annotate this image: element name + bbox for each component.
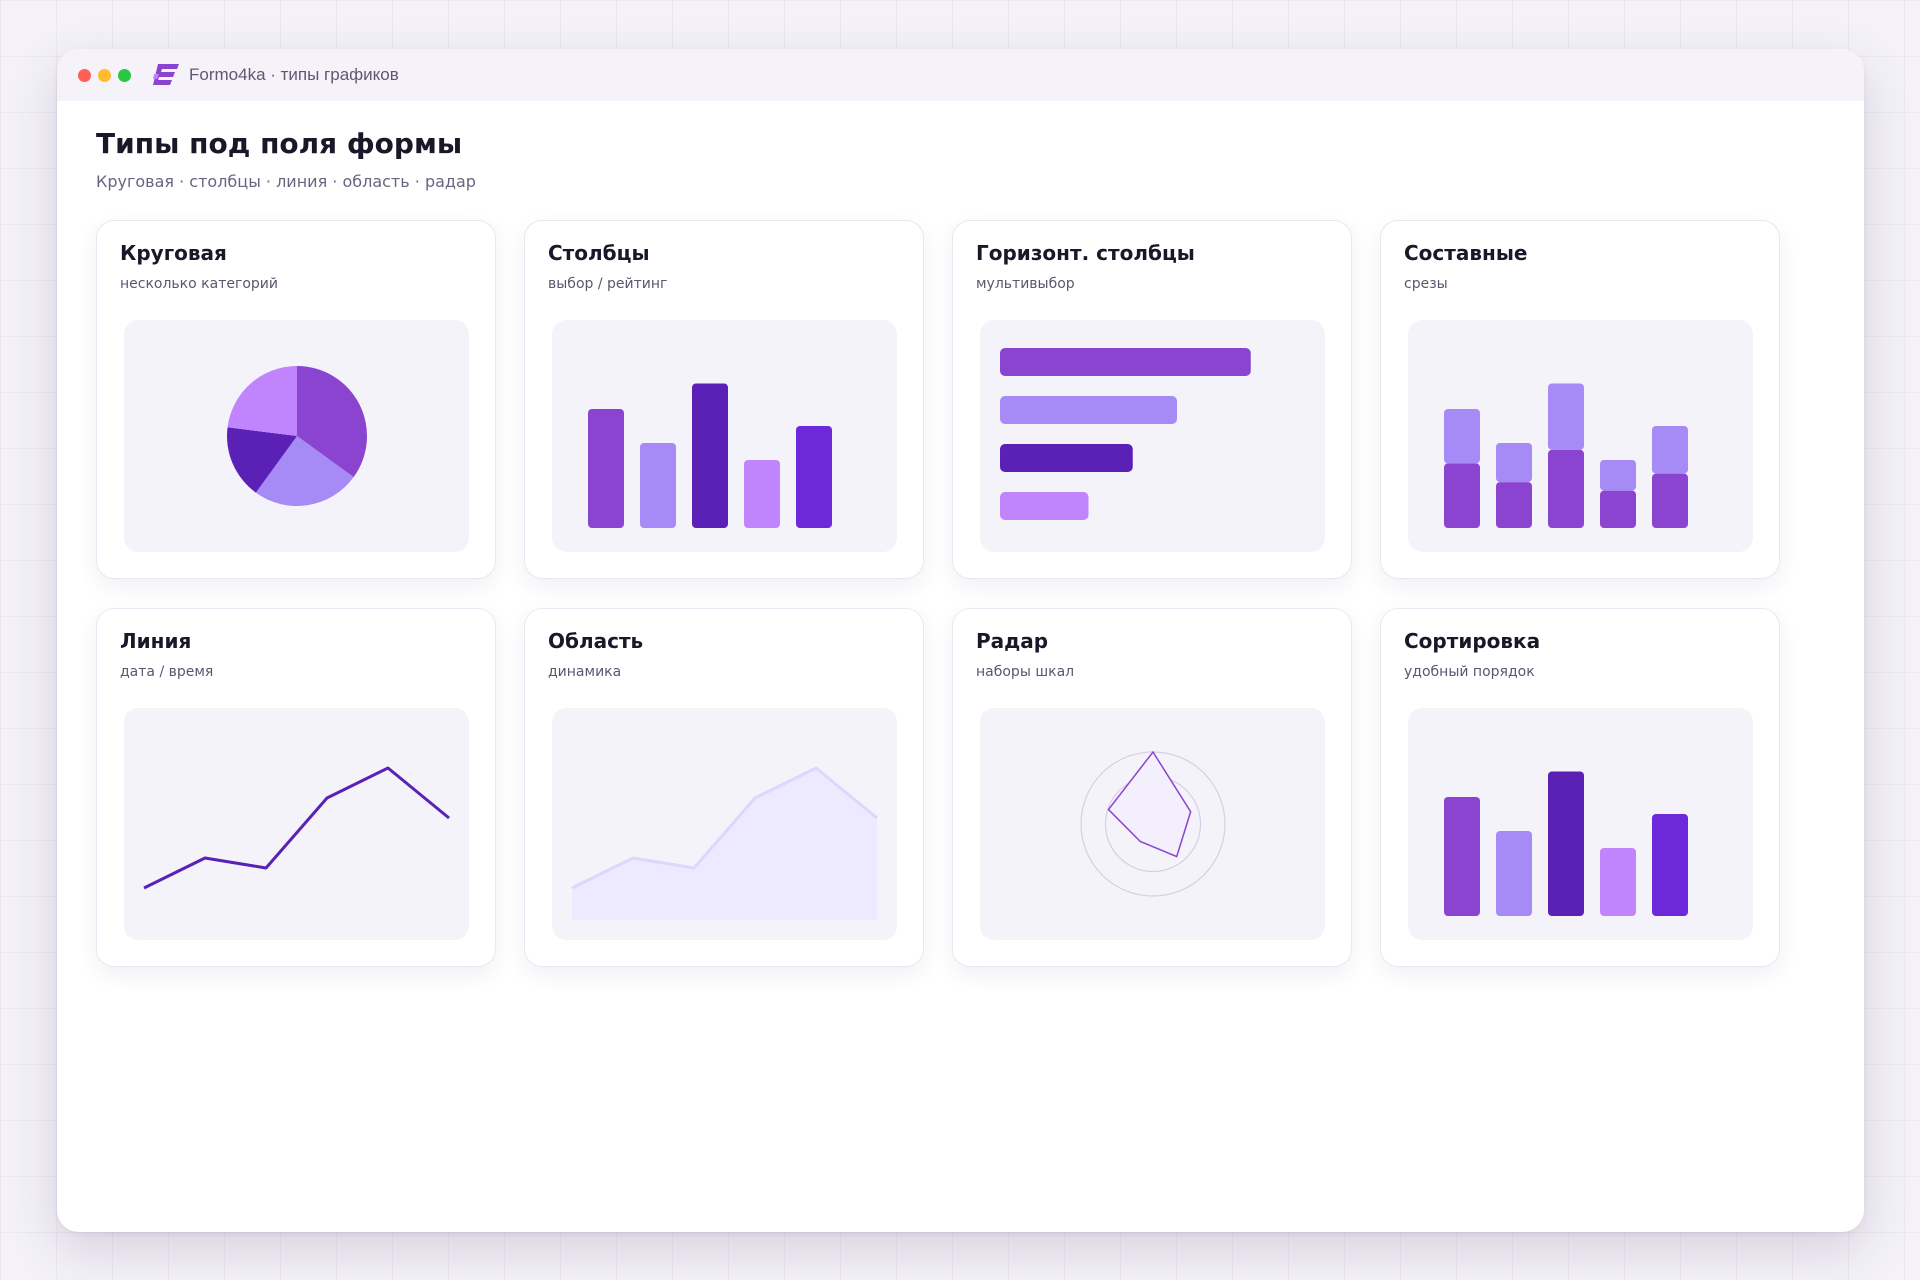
bar-segment bbox=[1444, 463, 1480, 528]
bar bbox=[1000, 396, 1177, 424]
card-subtitle: срезы bbox=[1404, 276, 1448, 292]
pie-slice bbox=[255, 436, 354, 506]
card-subtitle: наборы шкал bbox=[976, 664, 1075, 680]
card-horizontal-bar-chart[interactable]: Горизонт. столбцы мультивыбор bbox=[952, 220, 1352, 579]
card-title: Радар bbox=[976, 629, 1049, 653]
card-title: Линия bbox=[120, 629, 192, 653]
card-area-chart[interactable]: Область динамика bbox=[524, 608, 924, 967]
series-line bbox=[143, 766, 450, 890]
bar bbox=[1000, 444, 1133, 472]
card-line-chart[interactable]: Линия дата / время bbox=[96, 608, 496, 967]
card-subtitle: мультивыбор bbox=[976, 276, 1075, 292]
bar-segment bbox=[1548, 449, 1584, 528]
chart-types-grid: Круговая несколько категорий Столбцы выб… bbox=[96, 220, 1780, 967]
radar-chart bbox=[980, 708, 1325, 940]
area-fill bbox=[572, 768, 877, 920]
maximize-window-button[interactable] bbox=[118, 68, 131, 82]
bar bbox=[1496, 831, 1532, 916]
bar-segment bbox=[1600, 460, 1636, 491]
sorted-bar-chart bbox=[1408, 708, 1753, 940]
bar bbox=[1548, 771, 1584, 916]
bar-segment bbox=[1548, 383, 1584, 450]
bar bbox=[1600, 848, 1636, 916]
area-chart bbox=[552, 708, 897, 940]
bar-segment bbox=[1652, 473, 1688, 528]
card-subtitle: дата / время bbox=[120, 664, 214, 680]
card-title: Столбцы bbox=[548, 241, 650, 265]
minimize-window-button[interactable] bbox=[98, 68, 111, 82]
pie-slice bbox=[227, 427, 297, 493]
radar-polygon bbox=[1107, 750, 1192, 858]
formo4ka-logo-icon bbox=[153, 64, 179, 86]
card-title: Горизонт. столбцы bbox=[976, 241, 1195, 265]
card-subtitle: несколько категорий bbox=[120, 276, 278, 292]
page-title: Типы под поля формы bbox=[96, 127, 463, 160]
bar bbox=[588, 409, 624, 528]
card-subtitle: выбор / рейтинг bbox=[548, 276, 668, 292]
bar bbox=[744, 460, 780, 528]
card-title: Область bbox=[548, 629, 644, 653]
card-title: Сортировка bbox=[1404, 629, 1541, 653]
bar bbox=[1000, 492, 1089, 520]
card-radar-chart[interactable]: Радар наборы шкал bbox=[952, 608, 1352, 967]
app-window: Formo4ka · типы графиков Типы под поля ф… bbox=[57, 49, 1864, 1232]
pie-slice bbox=[227, 366, 297, 436]
close-window-button[interactable] bbox=[78, 68, 91, 82]
card-subtitle: динамика bbox=[548, 664, 622, 680]
bar-segment bbox=[1600, 490, 1636, 528]
bar bbox=[796, 426, 832, 528]
line-chart bbox=[124, 708, 469, 940]
card-subtitle: удобный порядок bbox=[1404, 664, 1535, 680]
bar-segment bbox=[1652, 426, 1688, 474]
pie-chart bbox=[124, 320, 469, 552]
window-title: Formo4ka · типы графиков bbox=[189, 65, 399, 84]
bar bbox=[640, 443, 676, 528]
card-sorted-bar-chart[interactable]: Сортировка удобный порядок bbox=[1380, 608, 1780, 967]
card-bar-chart[interactable]: Столбцы выбор / рейтинг bbox=[524, 220, 924, 579]
bar bbox=[1000, 348, 1251, 376]
bar-segment bbox=[1444, 409, 1480, 464]
bar-chart bbox=[552, 320, 897, 552]
card-pie-chart[interactable]: Круговая несколько категорий bbox=[96, 220, 496, 579]
bar-segment bbox=[1496, 482, 1532, 528]
bar bbox=[1444, 797, 1480, 916]
card-stacked-bar-chart[interactable]: Составные срезы bbox=[1380, 220, 1780, 579]
stacked-bar-chart bbox=[1408, 320, 1753, 552]
bar bbox=[1652, 814, 1688, 916]
card-title: Составные bbox=[1404, 241, 1528, 265]
horizontal-bar-chart bbox=[980, 320, 1325, 552]
page-subtitle: Круговая · столбцы · линия · область · р… bbox=[96, 172, 476, 191]
pie-slice bbox=[297, 366, 367, 478]
series-line bbox=[571, 766, 878, 890]
title-bar: Formo4ka · типы графиков bbox=[57, 49, 1864, 101]
card-title: Круговая bbox=[120, 241, 227, 265]
bar bbox=[692, 383, 728, 528]
bar-segment bbox=[1496, 443, 1532, 483]
